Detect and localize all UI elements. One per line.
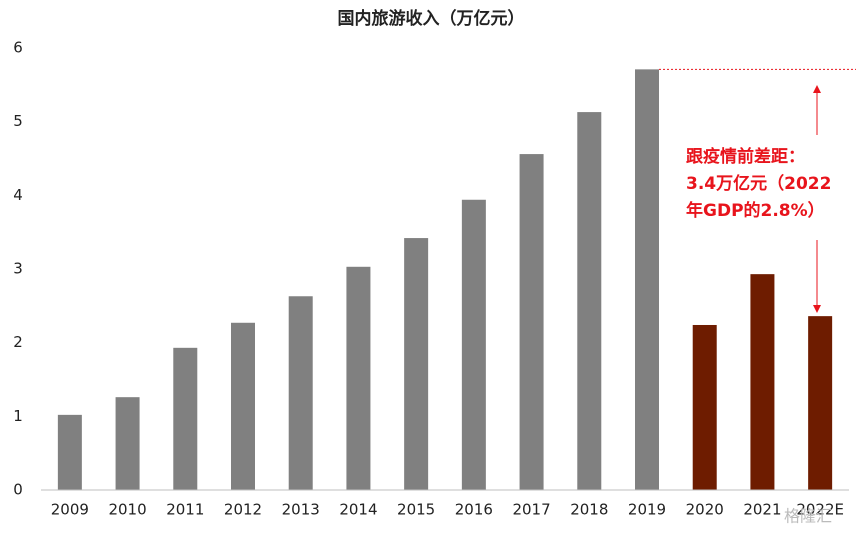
x-tick-label: 2013 bbox=[282, 501, 320, 519]
bar bbox=[519, 154, 544, 490]
bar bbox=[115, 397, 140, 490]
x-tick-label: 2012 bbox=[224, 501, 262, 519]
x-tick-label: 2014 bbox=[339, 501, 377, 519]
bar bbox=[346, 266, 371, 490]
x-tick-label: 2019 bbox=[628, 501, 666, 519]
bar bbox=[577, 112, 602, 490]
annotation-text: 跟疫情前差距： bbox=[686, 146, 805, 167]
x-tick-label: 2022E bbox=[796, 501, 844, 519]
bar bbox=[173, 347, 198, 490]
y-tick-label: 5 bbox=[13, 112, 23, 130]
y-tick-label: 2 bbox=[13, 333, 23, 351]
annotation-text: 年GDP的2.8%） bbox=[686, 200, 825, 221]
x-tick-label: 2016 bbox=[455, 501, 493, 519]
bar bbox=[461, 199, 486, 490]
bar bbox=[808, 316, 833, 490]
y-tick-label: 0 bbox=[13, 481, 23, 499]
bar bbox=[288, 296, 313, 490]
bar bbox=[692, 324, 717, 490]
bar bbox=[404, 238, 429, 490]
y-tick-label: 6 bbox=[13, 39, 23, 57]
x-tick-label: 2017 bbox=[512, 501, 550, 519]
y-tick-label: 1 bbox=[13, 407, 23, 425]
annotation-arrows bbox=[813, 85, 821, 313]
watermark: 格隆汇 bbox=[784, 507, 832, 526]
chart-title: 国内旅游收入（万亿元） bbox=[338, 8, 525, 29]
bar bbox=[750, 274, 775, 490]
bar bbox=[635, 69, 659, 490]
y-tick-label: 4 bbox=[13, 186, 23, 204]
x-tick-label: 2009 bbox=[51, 501, 89, 519]
bar bbox=[231, 322, 255, 490]
x-tick-label: 2011 bbox=[166, 501, 204, 519]
annotation-text: 3.4万亿元（2022 bbox=[686, 173, 831, 194]
x-tick-label: 2015 bbox=[397, 501, 435, 519]
x-tick-label: 2010 bbox=[108, 501, 146, 519]
x-tick-label: 2020 bbox=[686, 501, 724, 519]
arrow-head bbox=[813, 305, 821, 313]
x-tick-label: 2018 bbox=[570, 501, 608, 519]
y-tick-label: 3 bbox=[13, 260, 23, 278]
x-tick-label: 2021 bbox=[743, 501, 781, 519]
bar bbox=[57, 414, 82, 490]
arrow-head bbox=[813, 85, 821, 93]
